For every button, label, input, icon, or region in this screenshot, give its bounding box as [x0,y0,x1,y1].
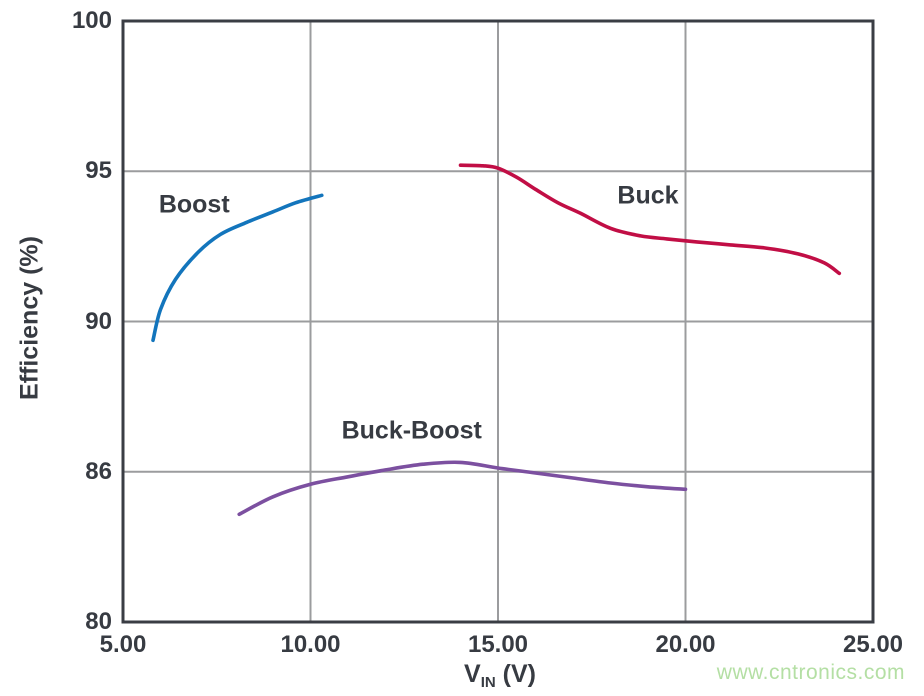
x-axis-title-subscript: IN [480,674,496,691]
x-axis-title-unit: (V) [495,660,536,688]
y-tick-label: 80 [85,608,112,635]
series-line-buck-boost [237,460,688,517]
y-tick-label: 90 [85,307,112,335]
y-tick-label: 95 [85,157,112,185]
series-line-buck [458,163,842,276]
series-label: Buck-Boost [342,416,483,444]
series-label: Buck [617,181,678,209]
x-axis-title-symbol: V [464,660,481,688]
watermark-text: www.cntronics.com [716,661,905,684]
x-tick-label: 15.00 [467,631,529,658]
y-tick-label: 100 [71,7,112,34]
series-label: Boost [159,190,231,218]
x-tick-label: 10.00 [280,631,341,658]
x-axis-title: VIN (V) [464,660,536,691]
plot-border [121,19,875,624]
y-tick-label: 86 [85,457,112,485]
x-tick-label: 25.00 [842,631,904,658]
x-tick-label: 5.00 [99,631,147,658]
x-tick-label: 20.00 [655,631,716,658]
series-line-boost [151,193,324,343]
